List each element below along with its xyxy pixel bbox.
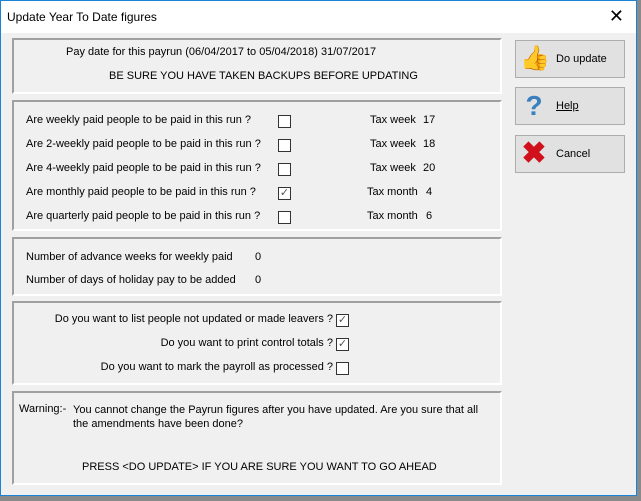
- title-bar[interactable]: Update Year To Date figures ✕: [1, 1, 636, 33]
- red-x-icon: ✖: [521, 137, 547, 170]
- pay-frequency-group: Are weekly paid people to be paid in thi…: [12, 100, 502, 231]
- cancel-button[interactable]: ✖ Cancel: [515, 135, 625, 173]
- pay-date-text: Pay date for this payrun (06/04/2017 to …: [66, 46, 377, 58]
- help-button[interactable]: ? Help: [515, 87, 625, 125]
- pay-checkbox[interactable]: [278, 115, 291, 128]
- warning-group: Warning:- You cannot change the Payrun f…: [12, 391, 502, 485]
- cancel-label: Cancel: [556, 148, 591, 160]
- period-value: 18: [423, 138, 436, 150]
- help-label: Help: [556, 100, 579, 112]
- period-value: 20: [423, 162, 436, 174]
- period-value: 17: [423, 114, 436, 126]
- pay-checkbox[interactable]: [278, 139, 291, 152]
- holiday-days-value: 0: [255, 274, 262, 286]
- warning-prefix: Warning:-: [19, 403, 67, 415]
- pay-question: Are monthly paid people to be paid in th…: [26, 186, 256, 198]
- option-label: Do you want to mark the payroll as proce…: [100, 361, 333, 373]
- holiday-days-label: Number of days of holiday pay to be adde…: [26, 274, 236, 286]
- pay-question: Are weekly paid people to be paid in thi…: [26, 114, 252, 126]
- period-label: Tax month: [367, 210, 418, 222]
- option-label: Do you want to list people not updated o…: [54, 313, 333, 325]
- pay-checkbox[interactable]: [278, 163, 291, 176]
- question-mark-icon: ?: [525, 90, 543, 121]
- backup-warning: BE SURE YOU HAVE TAKEN BACKUPS BEFORE UP…: [109, 70, 418, 82]
- thumbs-up-icon: 👍: [520, 45, 550, 72]
- warning-text: You cannot change the Payrun figures aft…: [73, 404, 479, 430]
- pay-checkbox[interactable]: ✓: [278, 187, 291, 200]
- pay-date-group: Pay date for this payrun (06/04/2017 to …: [12, 38, 502, 94]
- close-icon[interactable]: ✕: [608, 6, 624, 26]
- period-label: Tax week: [370, 114, 416, 126]
- advance-weeks-label: Number of advance weeks for weekly paid: [26, 251, 233, 263]
- option-checkbox[interactable]: [336, 362, 349, 375]
- pay-checkbox[interactable]: [278, 211, 291, 224]
- advance-group: Number of advance weeks for weekly paid …: [12, 237, 502, 296]
- pay-question: Are 4-weekly paid people to be paid in t…: [26, 162, 261, 174]
- period-value: 4: [426, 186, 433, 198]
- press-instruction: PRESS <DO UPDATE> IF YOU ARE SURE YOU WA…: [82, 461, 437, 473]
- period-label: Tax month: [367, 186, 418, 198]
- advance-weeks-value: 0: [255, 251, 262, 263]
- option-checkbox[interactable]: ✓: [336, 314, 349, 327]
- period-value: 6: [426, 210, 433, 222]
- period-label: Tax week: [370, 162, 416, 174]
- pay-question: Are 2-weekly paid people to be paid in t…: [26, 138, 261, 150]
- option-checkbox[interactable]: ✓: [336, 338, 349, 351]
- pay-question: Are quarterly paid people to be paid in …: [26, 210, 261, 222]
- do-update-label: Do update: [556, 53, 607, 65]
- do-update-button[interactable]: 👍 Do update: [515, 40, 625, 78]
- window-title: Update Year To Date figures: [7, 10, 157, 24]
- period-label: Tax week: [370, 138, 416, 150]
- option-label: Do you want to print control totals ?: [160, 337, 333, 349]
- options-group: Do you want to list people not updated o…: [12, 301, 502, 385]
